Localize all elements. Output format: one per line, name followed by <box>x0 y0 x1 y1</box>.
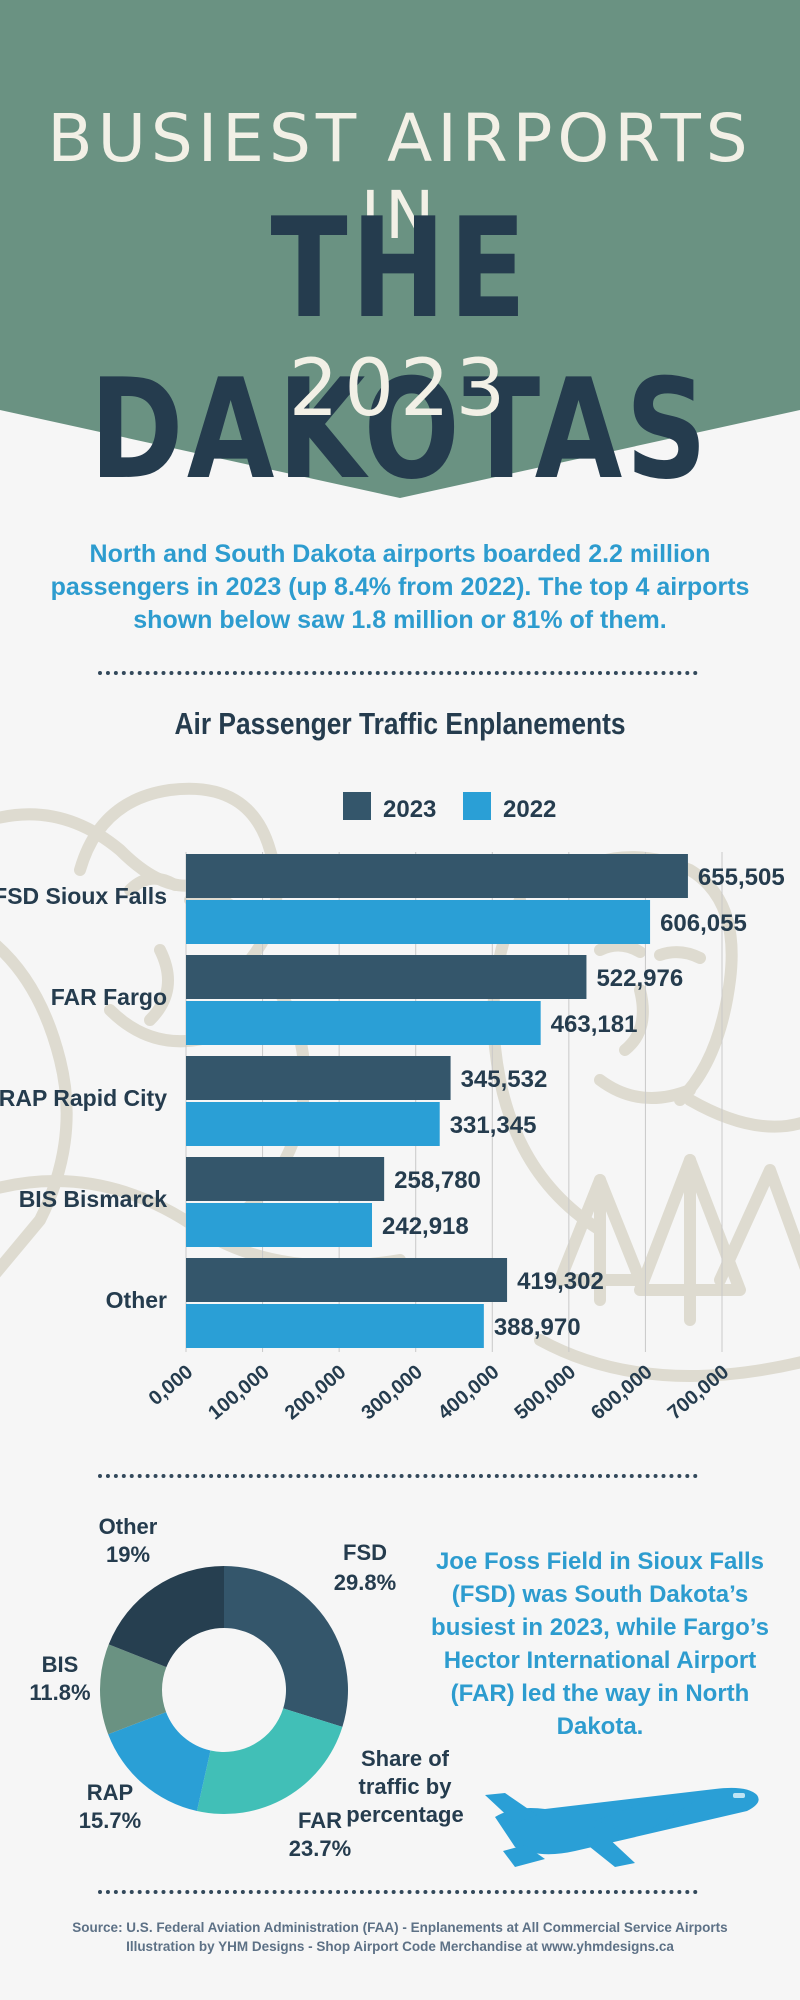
bar-value-label: 419,302 <box>517 1268 604 1295</box>
header-banner: BUSIEST AIRPORTS IN THE DAKOTAS 2023 <box>0 0 800 510</box>
slice-pct-label: 23.7% <box>289 1836 351 1861</box>
slice-pct-label: 15.7% <box>79 1808 141 1833</box>
bar-2022-0 <box>186 900 651 944</box>
bar-value-label: 258,780 <box>394 1167 481 1194</box>
source-line-1: Source: U.S. Federal Aviation Administra… <box>72 1920 728 1935</box>
legend-swatch-2022 <box>463 792 491 820</box>
bar-2023-1 <box>186 955 587 999</box>
bar-chart: 2023 2022 655,505 606,055 FSD Sioux Falls 522… <box>0 792 785 1424</box>
divider-3 <box>98 1890 698 1894</box>
bar-value-label: 345,532 <box>461 1066 548 1093</box>
bar-2023-4 <box>186 1258 508 1302</box>
slice-label: BIS <box>42 1652 79 1677</box>
donut-slice-other <box>108 1566 224 1668</box>
x-tick-label: 700,000 <box>664 1361 734 1424</box>
x-tick-label: 100,000 <box>204 1361 274 1424</box>
category-label: Other <box>106 1287 167 1313</box>
title-line-1: BUSIEST AIRPORTS IN <box>47 100 753 254</box>
category-label: FAR Fargo <box>51 984 167 1010</box>
bar-value-label: 522,976 <box>596 965 683 992</box>
x-tick-label: 500,000 <box>511 1361 581 1424</box>
bar-2022-4 <box>186 1304 484 1348</box>
bar-2022-3 <box>186 1203 373 1247</box>
x-tick-label: 400,000 <box>434 1361 504 1424</box>
category-label: FSD Sioux Falls <box>0 883 167 909</box>
source-line-2: Illustration by YHM Designs - Shop Airpo… <box>126 1939 674 1954</box>
bar-value-label: 388,970 <box>494 1314 581 1341</box>
donut-slice-rap <box>108 1712 211 1812</box>
x-tick-label: 600,000 <box>587 1361 657 1424</box>
slice-label: FSD <box>343 1540 387 1565</box>
bar-value-label: 331,345 <box>450 1112 537 1139</box>
slice-pct-label: 11.8% <box>29 1680 90 1705</box>
title-year: 2023 <box>288 344 512 434</box>
bar-2023-0 <box>186 854 688 898</box>
donut-slice-bis <box>100 1644 167 1735</box>
slice-label: RAP <box>87 1780 133 1805</box>
legend-label-2023: 2023 <box>383 796 436 823</box>
legend-swatch-2023 <box>343 792 371 820</box>
bar-value-label: 655,505 <box>698 864 785 891</box>
x-tick-label: 300,000 <box>357 1361 427 1424</box>
donut-slice-fsd <box>224 1566 348 1727</box>
legend-label-2022: 2022 <box>503 796 556 823</box>
title-line-2: THE DAKOTAS <box>89 188 711 510</box>
intro-text: North and South Dakota airports boarded … <box>50 540 750 634</box>
source-note: Source: U.S. Federal Aviation Administra… <box>0 1918 800 1956</box>
bar-chart-title: Air Passenger Traffic Enplanements <box>174 706 626 741</box>
bar-value-label: 606,055 <box>660 910 747 937</box>
bar-2022-1 <box>186 1001 541 1045</box>
header-background <box>0 0 800 498</box>
divider-2 <box>98 1474 698 1478</box>
bar-value-label: 242,918 <box>382 1213 469 1240</box>
airplane-icon <box>485 1787 759 1867</box>
slice-label: FAR <box>298 1808 342 1833</box>
bar-2023-3 <box>186 1157 385 1201</box>
donut-slice-far <box>196 1708 343 1814</box>
slice-label: Other <box>99 1514 158 1539</box>
x-tick-label: 0,000 <box>145 1361 197 1410</box>
callout-text: Joe Foss Field in Sioux Falls (FSD) was … <box>431 1548 769 1740</box>
category-label: BIS Bismarck <box>19 1186 168 1212</box>
pie-caption: Share of traffic by percentage <box>346 1746 464 1827</box>
bar-value-label: 463,181 <box>551 1011 638 1038</box>
divider-1 <box>98 671 698 675</box>
bar-2022-2 <box>186 1102 440 1146</box>
bar-2023-2 <box>186 1056 451 1100</box>
x-tick-label: 200,000 <box>281 1361 351 1424</box>
slice-pct-label: 19% <box>106 1542 150 1567</box>
donut-chart: FSD 29.8% FAR 23.7% RAP 15.7% BIS 11.8% Other 19% <box>29 1514 396 1861</box>
category-label: RAP Rapid City <box>0 1085 167 1111</box>
slice-pct-label: 29.8% <box>334 1570 396 1595</box>
